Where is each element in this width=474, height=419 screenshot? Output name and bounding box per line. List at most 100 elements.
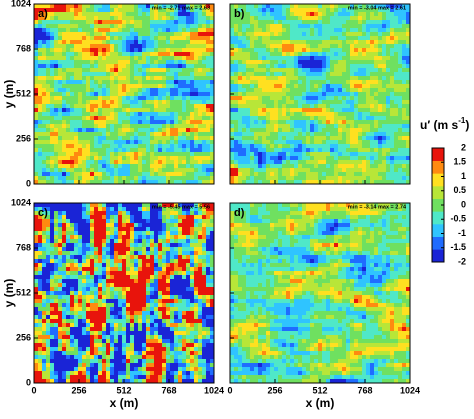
field-cell <box>274 48 278 52</box>
field-cell <box>78 227 82 231</box>
field-cell <box>350 40 354 44</box>
field-cell <box>90 48 94 52</box>
field-cell <box>58 4 62 8</box>
field-cell <box>362 80 366 84</box>
field-cell <box>366 84 370 88</box>
field-cell <box>182 56 186 60</box>
field-cell <box>330 140 334 144</box>
field-cell <box>90 92 94 96</box>
field-cell <box>354 160 358 164</box>
field-cell <box>78 112 82 116</box>
field-cell <box>326 104 330 108</box>
field-cell <box>106 215 110 219</box>
field-cell <box>138 140 142 144</box>
field-cell <box>338 140 342 144</box>
field-cell <box>114 168 118 172</box>
field-cell <box>206 120 210 124</box>
field-cell <box>334 168 338 172</box>
field-cell <box>270 108 274 112</box>
field-cell <box>114 227 118 231</box>
field-cell <box>250 108 254 112</box>
field-cell <box>174 223 178 227</box>
field-cell <box>66 140 70 144</box>
field-cell <box>402 96 406 100</box>
field-cell <box>86 251 90 255</box>
field-cell <box>246 152 250 156</box>
field-cell <box>62 108 66 112</box>
field-cell <box>142 12 146 16</box>
field-cell <box>198 52 202 56</box>
field-cell <box>66 267 70 271</box>
field-cell <box>206 271 210 275</box>
field-cell <box>306 20 310 24</box>
field-cell <box>274 160 278 164</box>
field-cell <box>234 140 238 144</box>
field-cell <box>294 136 298 140</box>
field-cell <box>62 156 66 160</box>
field-cell <box>250 8 254 12</box>
field-cell <box>110 116 114 120</box>
field-cell <box>158 68 162 72</box>
field-cell <box>206 251 210 255</box>
field-cell <box>386 12 390 16</box>
panel-label: a) <box>38 8 48 20</box>
field-cell <box>130 275 134 279</box>
field-cell <box>374 140 378 144</box>
field-cell <box>278 104 282 108</box>
field-cell <box>282 156 286 160</box>
field-cell <box>134 259 138 263</box>
field-cell <box>394 88 398 92</box>
field-cell <box>94 223 98 227</box>
field-cell <box>286 104 290 108</box>
field-cell <box>302 124 306 128</box>
field-cell <box>330 132 334 136</box>
field-cell <box>78 263 82 267</box>
field-cell <box>110 40 114 44</box>
field-cell <box>146 52 150 56</box>
field-cell <box>334 176 338 180</box>
field-cell <box>58 255 62 259</box>
field-cell <box>110 223 114 227</box>
field-cell <box>246 124 250 128</box>
field-cell <box>274 116 278 120</box>
field-cell <box>250 16 254 20</box>
field-cell <box>90 60 94 64</box>
field-cell <box>94 259 98 263</box>
field-cell <box>262 20 266 24</box>
field-cell <box>98 60 102 64</box>
field-cell <box>330 72 334 76</box>
field-cell <box>114 36 118 40</box>
field <box>34 4 214 184</box>
field-cell <box>166 148 170 152</box>
field-cell <box>74 227 78 231</box>
field-cell <box>146 267 150 271</box>
field-cell <box>122 108 126 112</box>
y-tick-label: 256 <box>16 133 31 143</box>
field-cell <box>318 48 322 52</box>
field-cell <box>254 4 258 8</box>
field-cell <box>62 140 66 144</box>
field-cell <box>330 60 334 64</box>
field-cell <box>282 120 286 124</box>
field-cell <box>326 48 330 52</box>
field-cell <box>370 172 374 176</box>
field-cell <box>186 24 190 28</box>
field-cell <box>182 120 186 124</box>
field-cell <box>106 16 110 20</box>
field-cell <box>174 76 178 80</box>
field-cell <box>82 164 86 168</box>
field-cell <box>266 152 270 156</box>
field-cell <box>278 116 282 120</box>
field-cell <box>70 48 74 52</box>
field-cell <box>166 275 170 279</box>
field-cell <box>62 48 66 52</box>
field-cell <box>110 247 114 251</box>
field-cell <box>118 239 122 243</box>
field-cell <box>58 267 62 271</box>
field-cell <box>58 140 62 144</box>
field-cell <box>314 172 318 176</box>
field-cell <box>310 112 314 116</box>
field-cell <box>366 60 370 64</box>
field-cell <box>38 40 42 44</box>
field-cell <box>262 136 266 140</box>
